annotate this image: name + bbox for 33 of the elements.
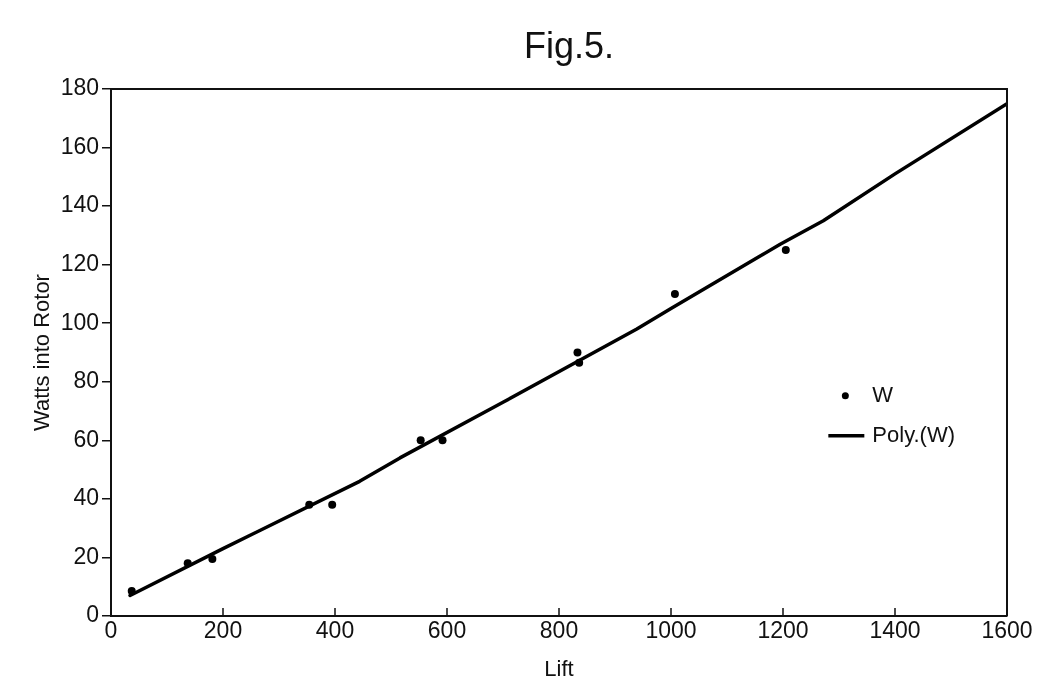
x-tick-label: 1400: [869, 617, 921, 644]
point: [183, 559, 192, 568]
y-tick-label: 160: [60, 132, 99, 159]
x-tick-label: 1000: [645, 617, 697, 644]
point: [416, 436, 425, 445]
legend-label: Poly.(W): [872, 421, 956, 447]
y-tick-label: 180: [60, 74, 99, 101]
x-tick-label: 1600: [981, 617, 1033, 644]
point: [328, 500, 337, 509]
y-tick-label: 140: [60, 191, 99, 218]
point: [781, 246, 790, 255]
y-tick-label: 120: [60, 250, 99, 277]
x-axis-title: Lift: [544, 655, 574, 681]
x-tick-label: 200: [203, 617, 243, 644]
x-tick-label: 800: [539, 617, 579, 644]
point: [305, 500, 314, 509]
y-tick-label: 20: [73, 542, 99, 569]
chart-title: Fig.5.: [523, 24, 615, 66]
y-axis-title: Watts into Rotor: [29, 274, 55, 431]
x-tick-label: 1200: [757, 617, 809, 644]
point: [573, 348, 582, 357]
x-tick-label: 0: [104, 617, 118, 644]
y-tick-label: 80: [73, 367, 99, 394]
point: [575, 358, 584, 367]
y-tick-label: 40: [73, 484, 99, 511]
legend-label: W: [872, 381, 894, 407]
point: [438, 436, 447, 445]
x-tick-label: 600: [427, 617, 467, 644]
point: [670, 289, 679, 298]
x-tick-label: 400: [315, 617, 355, 644]
point: [208, 554, 217, 563]
y-tick-label: 60: [73, 425, 99, 452]
y-tick-label: 100: [60, 308, 99, 335]
